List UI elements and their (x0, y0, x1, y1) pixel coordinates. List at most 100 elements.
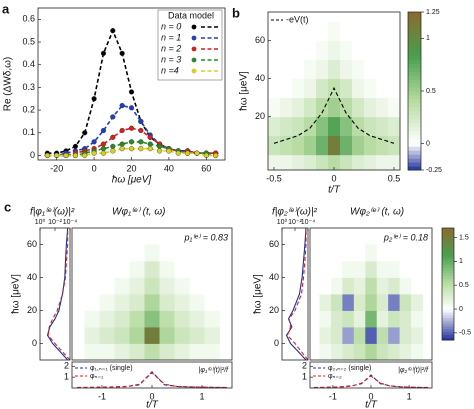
data-point (82, 130, 88, 136)
data-point (119, 146, 125, 152)
data-point (82, 152, 88, 159)
data-point (119, 141, 125, 147)
heat-cell (268, 78, 281, 99)
data-point (63, 152, 69, 159)
heat-cell (189, 244, 205, 262)
series-line (286, 228, 309, 361)
heat-cell (376, 40, 389, 60)
legend-title: Data model (168, 10, 214, 20)
heat-cell (99, 310, 115, 328)
heat-cell (353, 277, 366, 295)
series-line (285, 227, 307, 361)
colorbar-strip (442, 272, 454, 277)
colorbar-strip (408, 35, 421, 41)
heat-cell (364, 78, 377, 99)
colorbar-strip (408, 138, 421, 143)
colorbar-strip (408, 110, 421, 116)
data-point (128, 105, 135, 111)
heat-cell (364, 40, 377, 60)
data-point (128, 125, 135, 131)
heat-cell (174, 261, 190, 278)
colorbar-strip (442, 300, 454, 305)
x-tick-label: 10⁻⁴ (63, 219, 78, 226)
x-tick-label: 60 (201, 163, 211, 173)
heat-cell (352, 40, 365, 60)
x-tick-label: 20 (126, 163, 136, 173)
x-tick-label: -0.5 (266, 173, 282, 183)
data-point (100, 50, 107, 56)
heat-cell (304, 12, 317, 22)
y-tick-label: 0.1 (22, 127, 35, 137)
heat-cell (342, 277, 355, 295)
colorbar-strip (442, 236, 454, 240)
y-axis-label: ħω [μeV] (239, 71, 250, 111)
heat-cell (204, 294, 220, 311)
data-point (138, 127, 144, 134)
heat-cell (280, 40, 293, 60)
heat-cell (364, 116, 377, 137)
colorbar-strip (442, 331, 454, 335)
heat-cell (388, 310, 400, 328)
colorbar-tick-label: -0.25 (426, 167, 442, 174)
heat-cell (99, 343, 115, 361)
data-point (147, 134, 153, 140)
plot-frame (309, 227, 433, 361)
heat-cell (376, 21, 389, 41)
heat-cell (84, 343, 100, 361)
heat-cell (292, 59, 305, 80)
data-point (110, 134, 116, 140)
heat-cell (365, 261, 378, 278)
heat-cell (144, 244, 160, 262)
heat-cell (280, 97, 293, 118)
annotation: |φ₂⁽ᵉ⁾(t)|²/f (398, 366, 429, 374)
data-point (138, 146, 144, 152)
heat-cell (411, 294, 423, 311)
colorbar-strip (442, 298, 454, 302)
heat-cell (328, 40, 341, 60)
heat-cell (342, 261, 355, 278)
colorbar-tick-label: 1 (459, 258, 463, 265)
plot-frame (71, 227, 233, 361)
legend-marker (191, 46, 197, 52)
colorbar-strip (442, 244, 454, 249)
heat-cell (114, 310, 130, 328)
legend-label: n = 2 (161, 43, 181, 53)
colorbar-strip (442, 334, 454, 338)
heat-cell (352, 12, 365, 22)
heat-cell (388, 59, 401, 80)
colorbar-strip (408, 71, 421, 76)
heat-cell (84, 244, 100, 262)
heat-cell (352, 135, 365, 156)
data-point (119, 102, 125, 109)
y-tick-label: 40 (269, 272, 279, 282)
heat-cell (353, 261, 366, 278)
data-point (213, 152, 219, 159)
heat-cell (376, 343, 389, 361)
heat-cell (342, 327, 355, 344)
heat-cell (342, 244, 355, 262)
colorbar-strip (442, 247, 454, 251)
heat-cell (144, 294, 160, 311)
heat-cell (316, 40, 329, 60)
heat-cell (376, 277, 389, 295)
y-tick-label: 2 (302, 361, 307, 371)
colorbar-strip (408, 75, 421, 80)
heat-cell (292, 154, 305, 171)
heat-cell (189, 310, 205, 328)
heat-cell (129, 261, 145, 278)
legend-marker (191, 35, 197, 41)
colorbar-strip (408, 47, 421, 52)
x-tick-label: -1 (98, 391, 106, 401)
y-axis-label: Re (ΔWδ,ω) (3, 57, 14, 112)
y-tick-label: 0 (274, 338, 279, 348)
heat-cell (399, 327, 412, 344)
heat-cell (365, 327, 378, 344)
colorbar-strip (442, 289, 454, 293)
heat-cell (292, 21, 305, 41)
heat-cell (159, 244, 175, 262)
colorbar-strip (408, 98, 421, 104)
heat-cell (319, 261, 332, 278)
annotation: p₁⁽ᵉ⁾ = 0.83 (183, 232, 228, 242)
data-point (128, 89, 135, 95)
heat-cell (353, 327, 366, 344)
